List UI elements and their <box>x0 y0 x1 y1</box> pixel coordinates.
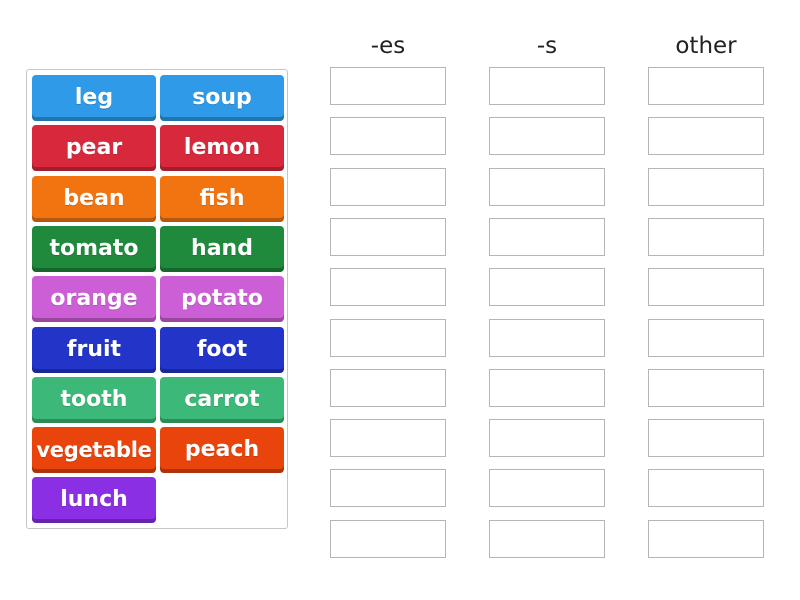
drop-slot[interactable] <box>489 319 605 357</box>
word-tile-pear[interactable]: pear <box>32 125 156 171</box>
drop-slot[interactable] <box>648 319 764 357</box>
word-tile-lunch[interactable]: lunch <box>32 477 156 523</box>
drop-slot[interactable] <box>648 67 764 105</box>
column-header: other <box>675 33 737 59</box>
drop-slot[interactable] <box>330 419 446 457</box>
word-tile-vegetable[interactable]: vegetable <box>32 427 156 473</box>
drop-slot[interactable] <box>648 369 764 407</box>
word-tile-soup[interactable]: soup <box>160 75 284 121</box>
word-tile-bean[interactable]: bean <box>32 176 156 222</box>
drop-slot[interactable] <box>330 168 446 206</box>
word-tile-orange[interactable]: orange <box>32 276 156 322</box>
drop-slot[interactable] <box>489 117 605 155</box>
column-header: -s <box>536 33 558 59</box>
drop-slot[interactable] <box>489 268 605 306</box>
drop-slot[interactable] <box>330 469 446 507</box>
drop-slot[interactable] <box>648 419 764 457</box>
drop-slot[interactable] <box>648 168 764 206</box>
drop-slot[interactable] <box>648 117 764 155</box>
word-tile-carrot[interactable]: carrot <box>160 377 284 423</box>
word-tile-potato[interactable]: potato <box>160 276 284 322</box>
drop-slot[interactable] <box>489 67 605 105</box>
drop-slot[interactable] <box>648 218 764 256</box>
drop-slot[interactable] <box>330 369 446 407</box>
word-tile-hand[interactable]: hand <box>160 226 284 272</box>
drop-slot[interactable] <box>489 168 605 206</box>
word-tile-tomato[interactable]: tomato <box>32 226 156 272</box>
drop-slot[interactable] <box>489 218 605 256</box>
drop-slot[interactable] <box>489 469 605 507</box>
drop-slot[interactable] <box>330 117 446 155</box>
drop-slot[interactable] <box>489 369 605 407</box>
word-tile-foot[interactable]: foot <box>160 327 284 373</box>
word-tile-lemon[interactable]: lemon <box>160 125 284 171</box>
drop-slot[interactable] <box>489 520 605 558</box>
word-tile-peach[interactable]: peach <box>160 427 284 473</box>
column-header: -es <box>370 33 406 59</box>
word-tile-tooth[interactable]: tooth <box>32 377 156 423</box>
drop-slot[interactable] <box>648 469 764 507</box>
word-tile-fruit[interactable]: fruit <box>32 327 156 373</box>
drop-slot[interactable] <box>648 268 764 306</box>
drop-slot[interactable] <box>330 67 446 105</box>
drop-slot[interactable] <box>489 419 605 457</box>
drop-slot[interactable] <box>330 319 446 357</box>
word-tile-leg[interactable]: leg <box>32 75 156 121</box>
drop-slot[interactable] <box>330 520 446 558</box>
word-tile-fish[interactable]: fish <box>160 176 284 222</box>
drop-slot[interactable] <box>648 520 764 558</box>
drop-slot[interactable] <box>330 268 446 306</box>
drop-slot[interactable] <box>330 218 446 256</box>
